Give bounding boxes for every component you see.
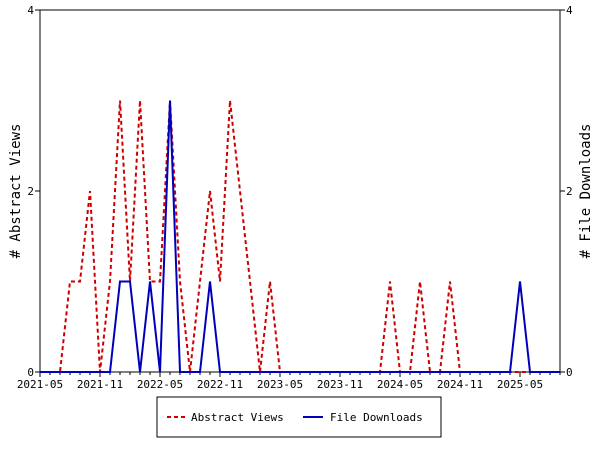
x-tick-label: 2022-11 bbox=[197, 378, 243, 391]
y2-tick-label: 2 bbox=[566, 185, 573, 198]
y2-axis-label: # File Downloads bbox=[578, 124, 594, 259]
x-tick-label: 2023-05 bbox=[257, 378, 303, 391]
x-tick-label: 2021-11 bbox=[77, 378, 123, 391]
y2-tick-label: 0 bbox=[566, 366, 573, 379]
legend-label-file-downloads: File Downloads bbox=[330, 411, 423, 424]
y-tick-label: 4 bbox=[27, 4, 34, 17]
legend: Abstract Views File Downloads bbox=[156, 396, 442, 438]
x-tick-label: 2022-05 bbox=[137, 378, 183, 391]
x-tick-label: 2021-05 bbox=[17, 378, 63, 391]
y-axis-label: # Abstract Views bbox=[8, 124, 24, 259]
y2-tick-label: 4 bbox=[566, 4, 573, 17]
y-tick-label: 2 bbox=[27, 185, 34, 198]
x-tick-label: 2025-05 bbox=[497, 378, 543, 391]
plot-frame bbox=[39, 9, 561, 373]
x-tick-label: 2023-11 bbox=[317, 378, 363, 391]
x-tick-label: 2024-05 bbox=[377, 378, 423, 391]
series-line-abstract-views bbox=[40, 100, 560, 373]
y-tick-label: 0 bbox=[27, 366, 34, 379]
x-tick-label: 2024-11 bbox=[437, 378, 483, 391]
legend-label-abstract-views: Abstract Views bbox=[191, 411, 284, 424]
